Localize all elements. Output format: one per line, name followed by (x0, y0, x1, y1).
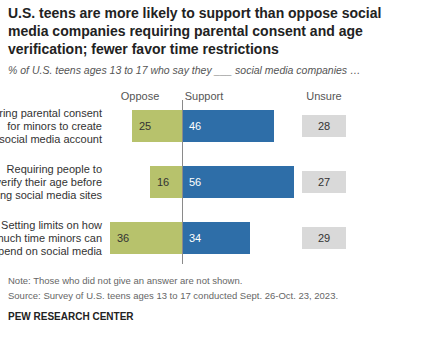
html-text:29: 29 (317, 232, 331, 244)
html-text:Source: Survey of U.S. teens a: Source: Survey of U.S. teens ages 13 to … (8, 290, 339, 301)
svg-text:46: 46 (189, 120, 201, 132)
html-text:U.S. teens are more likely to: U.S. teens are more likely to support th… (8, 5, 382, 57)
svg-text:16: 16 (157, 176, 169, 188)
html-text:Oppose: Oppose (120, 90, 160, 102)
html-text:% of U.S. teens ages 13 to 17: % of U.S. teens ages 13 to 17 who say th… (8, 64, 361, 76)
svg-text:Setting limits on howmuch time: Setting limits on howmuch time minors ca… (8, 219, 103, 257)
svg-text:34: 34 (189, 232, 201, 244)
html-text:28: 28 (317, 120, 331, 132)
html-text:Unsure: Unsure (306, 90, 342, 102)
html-text:PEW RESEARCH CENTER: PEW RESEARCH CENTER (8, 311, 134, 322)
svg-text:56: 56 (189, 176, 201, 188)
svg-text:Requiring people toverify thei: Requiring people toverify their age befo… (8, 163, 102, 201)
html-text:27: 27 (317, 176, 331, 188)
svg-text:Requiring parental consentfor: Requiring parental consentfor minors to … (8, 107, 102, 145)
html-text:Support: Support (184, 90, 224, 102)
svg-text:36: 36 (117, 232, 129, 244)
svg-text:25: 25 (139, 120, 151, 132)
html-text:Note: Those who did not give a: Note: Those who did not give an answer a… (8, 275, 243, 286)
